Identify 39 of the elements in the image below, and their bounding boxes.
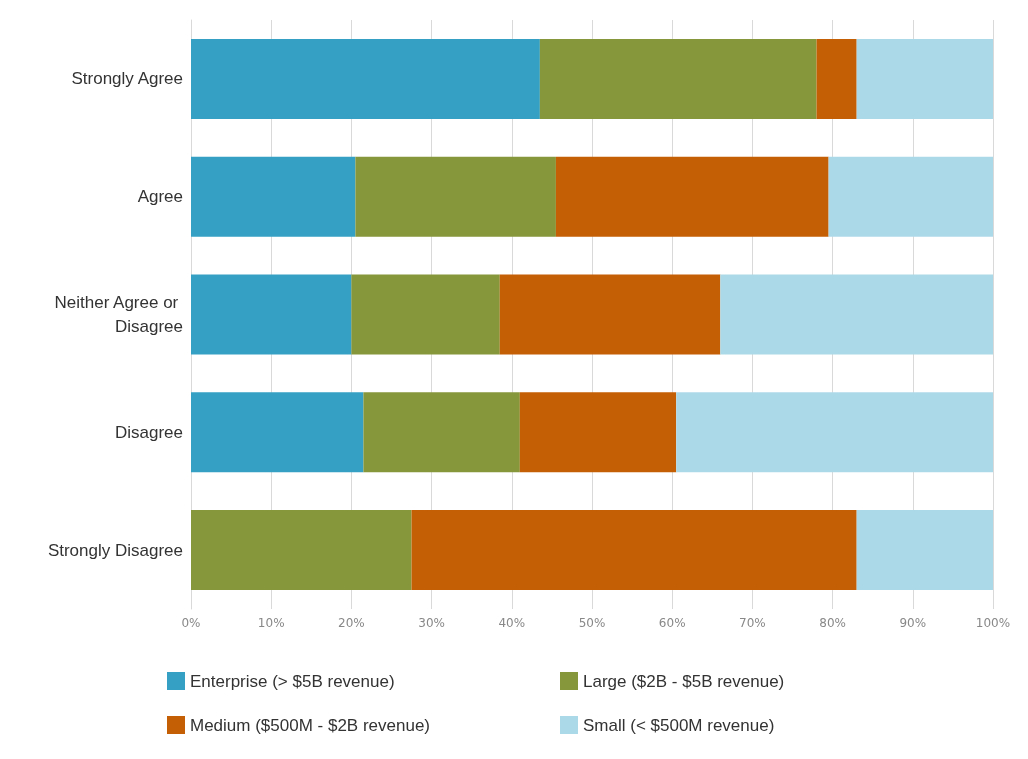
y-tick-label: Neither Agree or Disagree [54, 293, 183, 336]
bar [191, 510, 412, 591]
x-tick-label: 60% [658, 616, 686, 630]
bar [828, 156, 993, 237]
x-tick-label: 80% [819, 616, 846, 630]
x-tick-label: 40% [498, 616, 526, 630]
bar [191, 156, 356, 237]
bar [355, 156, 556, 237]
bar [816, 38, 857, 119]
legend-label: Small (< $500M revenue) [583, 715, 775, 735]
bar [539, 38, 817, 119]
bar [555, 156, 829, 237]
bar [499, 274, 721, 355]
y-tick-label: Strongly Agree [71, 69, 183, 89]
x-tick-label: 100% [975, 616, 1011, 630]
bar [191, 38, 540, 119]
x-tick-label: 50% [578, 616, 606, 630]
x-tick-label: 10% [257, 616, 285, 630]
x-tick-label: 90% [899, 616, 927, 630]
bar [363, 392, 520, 473]
y-tick-label: Strongly Disagree [47, 540, 183, 560]
legend-label: Enterprise (> $5B revenue) [190, 671, 395, 691]
bar [676, 392, 993, 473]
bar [720, 274, 993, 355]
bar [856, 38, 993, 119]
bar [411, 510, 857, 591]
y-tick-label: Disagree [114, 422, 183, 442]
x-tick-label: 0% [181, 616, 201, 630]
y-tick-label: Agree [137, 187, 183, 207]
bar [191, 274, 352, 355]
bar [519, 392, 677, 473]
bar [191, 392, 364, 473]
bar [351, 274, 500, 355]
x-tick-label: 20% [338, 616, 365, 630]
legend-label: Large ($2B - $5B revenue) [583, 671, 785, 691]
legend-label: Medium ($500M - $2B revenue) [190, 715, 431, 735]
bar [856, 510, 993, 591]
x-tick-label: 70% [739, 616, 766, 630]
x-tick-label: 30% [418, 616, 445, 630]
